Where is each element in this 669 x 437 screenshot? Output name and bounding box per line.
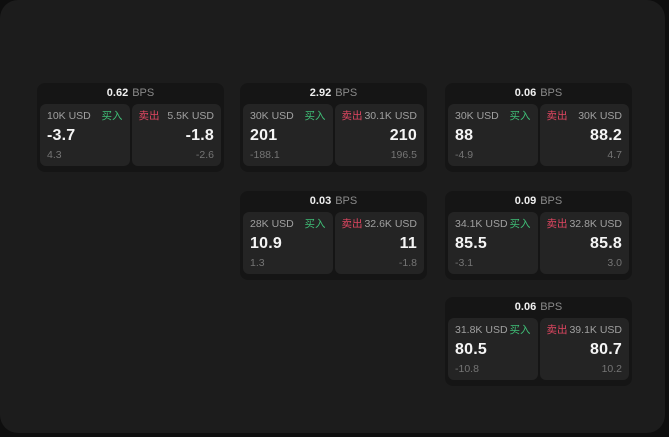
buy-quote-tile[interactable]: 30K USD 买入 88 -4.9 (448, 104, 538, 166)
buy-quote-tile[interactable]: 31.8K USD 买入 80.5 -10.8 (448, 318, 538, 380)
bps-value: 0.09 (514, 195, 537, 207)
buy-price: 80.5 (455, 340, 487, 358)
buy-amount: 34.1K USD (455, 218, 508, 230)
buy-delta: -4.9 (455, 149, 474, 161)
sell-amount: 39.1K USD (569, 324, 622, 336)
bps-unit-label: BPS (335, 87, 358, 99)
quote-card-0: 0.62 BPS 10K USD 买入 -3.7 4.3 卖出 5.5K USD… (37, 83, 224, 172)
buy-quote-tile[interactable]: 10K USD 买入 -3.7 4.3 (40, 104, 130, 166)
bps-unit-label: BPS (540, 195, 563, 207)
sell-delta: -2.6 (195, 149, 214, 161)
sell-side-label: 卖出 (546, 324, 568, 336)
buy-delta: 1.3 (250, 257, 265, 269)
bps-value: 0.62 (106, 87, 129, 99)
quote-card-4: 0.09 BPS 34.1K USD 买入 85.5 -3.1 卖出 32.8K… (445, 191, 632, 280)
quote-card-3: 0.03 BPS 28K USD 买入 10.9 1.3 卖出 32.6K US… (240, 191, 427, 280)
sell-quote-tile[interactable]: 卖出 39.1K USD 80.7 10.2 (539, 318, 629, 380)
bps-unit-label: BPS (540, 87, 563, 99)
sell-quote-tile[interactable]: 卖出 32.6K USD 11 -1.8 (334, 212, 424, 274)
bps-unit-label: BPS (132, 87, 155, 99)
bps-value: 2.92 (309, 87, 332, 99)
buy-price: 88 (455, 126, 474, 144)
sell-side-label: 卖出 (546, 110, 568, 122)
sell-price: 11 (399, 234, 417, 252)
sell-price: 85.8 (590, 234, 622, 252)
bps-value: 0.06 (514, 301, 537, 313)
sell-amount: 30K USD (578, 110, 622, 122)
sell-delta: 3.0 (607, 257, 622, 269)
buy-side-label: 买入 (509, 218, 531, 230)
buy-price: 201 (250, 126, 278, 144)
sell-price: 210 (389, 126, 417, 144)
sell-quote-tile[interactable]: 卖出 30.1K USD 210 196.5 (334, 104, 424, 166)
bps-value: 0.06 (514, 87, 537, 99)
buy-delta: -10.8 (455, 363, 479, 375)
sell-delta: -1.8 (398, 257, 417, 269)
bps-spread-header: 0.09 BPS (445, 191, 632, 212)
bps-spread-header: 0.62 BPS (37, 83, 224, 104)
sell-quote-tile[interactable]: 卖出 32.8K USD 85.8 3.0 (539, 212, 629, 274)
sell-quote-tile[interactable]: 卖出 30K USD 88.2 4.7 (539, 104, 629, 166)
buy-side-label: 买入 (101, 110, 123, 122)
bps-spread-header: 0.06 BPS (445, 297, 632, 318)
buy-amount: 31.8K USD (455, 324, 508, 336)
buy-delta: -188.1 (250, 149, 280, 161)
sell-side-label: 卖出 (341, 218, 363, 230)
buy-delta: -3.1 (455, 257, 474, 269)
sell-amount: 5.5K USD (167, 110, 214, 122)
buy-delta: 4.3 (47, 149, 62, 161)
sell-price: -1.8 (185, 126, 214, 144)
buy-quote-tile[interactable]: 34.1K USD 买入 85.5 -3.1 (448, 212, 538, 274)
sell-delta: 10.2 (601, 363, 622, 375)
sell-side-label: 卖出 (138, 110, 160, 122)
quote-card-2: 0.06 BPS 30K USD 买入 88 -4.9 卖出 30K USD 8… (445, 83, 632, 172)
buy-quote-tile[interactable]: 28K USD 买入 10.9 1.3 (243, 212, 333, 274)
quote-card-1: 2.92 BPS 30K USD 买入 201 -188.1 卖出 30.1K … (240, 83, 427, 172)
bps-spread-header: 2.92 BPS (240, 83, 427, 104)
sell-delta: 196.5 (390, 149, 417, 161)
buy-amount: 30K USD (455, 110, 499, 122)
sell-amount: 30.1K USD (364, 110, 417, 122)
sell-side-label: 卖出 (341, 110, 363, 122)
buy-price: 85.5 (455, 234, 487, 252)
sell-amount: 32.6K USD (364, 218, 417, 230)
sell-amount: 32.8K USD (569, 218, 622, 230)
buy-price: -3.7 (47, 126, 76, 144)
sell-side-label: 卖出 (546, 218, 568, 230)
bps-spread-header: 0.03 BPS (240, 191, 427, 212)
quote-card-5: 0.06 BPS 31.8K USD 买入 80.5 -10.8 卖出 39.1… (445, 297, 632, 386)
buy-quote-tile[interactable]: 30K USD 买入 201 -188.1 (243, 104, 333, 166)
buy-amount: 10K USD (47, 110, 91, 122)
buy-amount: 28K USD (250, 218, 294, 230)
bps-unit-label: BPS (335, 195, 358, 207)
buy-side-label: 买入 (509, 324, 531, 336)
sell-price: 80.7 (590, 340, 622, 358)
bps-value: 0.03 (309, 195, 332, 207)
sell-price: 88.2 (590, 126, 622, 144)
sell-quote-tile[interactable]: 卖出 5.5K USD -1.8 -2.6 (131, 104, 221, 166)
buy-side-label: 买入 (304, 218, 326, 230)
bps-spread-header: 0.06 BPS (445, 83, 632, 104)
buy-amount: 30K USD (250, 110, 294, 122)
buy-side-label: 买入 (304, 110, 326, 122)
buy-price: 10.9 (250, 234, 282, 252)
bps-unit-label: BPS (540, 301, 563, 313)
sell-delta: 4.7 (607, 149, 622, 161)
buy-side-label: 买入 (509, 110, 531, 122)
